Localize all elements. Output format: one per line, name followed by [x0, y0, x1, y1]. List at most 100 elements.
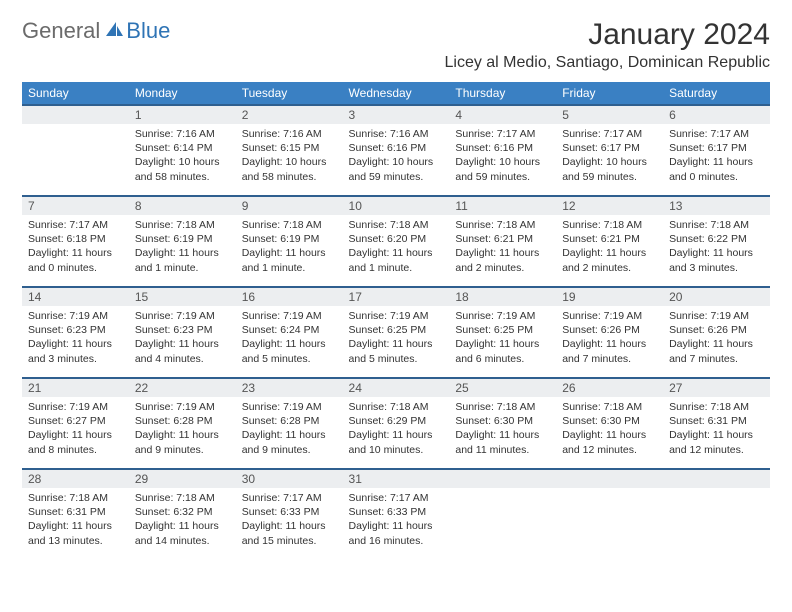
daylight-line1: Daylight: 10 hours [562, 155, 657, 169]
day-number: 5 [556, 105, 663, 124]
day-number: 11 [449, 196, 556, 215]
day-number [663, 469, 770, 488]
daylight-line2: and 58 minutes. [242, 170, 337, 184]
daylight-line1: Daylight: 11 hours [562, 337, 657, 351]
day-number: 4 [449, 105, 556, 124]
sunset-text: Sunset: 6:32 PM [135, 505, 230, 519]
day-cell: Sunrise: 7:19 AMSunset: 6:26 PMDaylight:… [663, 306, 770, 378]
daylight-line2: and 14 minutes. [135, 534, 230, 548]
day-number: 21 [22, 378, 129, 397]
day-header-row: Sunday Monday Tuesday Wednesday Thursday… [22, 82, 770, 105]
day-cell: Sunrise: 7:19 AMSunset: 6:26 PMDaylight:… [556, 306, 663, 378]
sunrise-text: Sunrise: 7:18 AM [28, 491, 123, 505]
day-cell: Sunrise: 7:19 AMSunset: 6:28 PMDaylight:… [236, 397, 343, 469]
day-number: 14 [22, 287, 129, 306]
sunset-text: Sunset: 6:17 PM [562, 141, 657, 155]
sunrise-text: Sunrise: 7:19 AM [455, 309, 550, 323]
day-cell: Sunrise: 7:19 AMSunset: 6:25 PMDaylight:… [449, 306, 556, 378]
sunrise-text: Sunrise: 7:16 AM [349, 127, 444, 141]
day-cell: Sunrise: 7:18 AMSunset: 6:21 PMDaylight:… [449, 215, 556, 287]
day-number: 2 [236, 105, 343, 124]
day-number: 17 [343, 287, 450, 306]
sunrise-text: Sunrise: 7:18 AM [562, 218, 657, 232]
day-number: 23 [236, 378, 343, 397]
daylight-line2: and 12 minutes. [669, 443, 764, 457]
day-number: 20 [663, 287, 770, 306]
day-cell [22, 124, 129, 196]
sunset-text: Sunset: 6:15 PM [242, 141, 337, 155]
daylight-line2: and 10 minutes. [349, 443, 444, 457]
sunrise-text: Sunrise: 7:19 AM [135, 309, 230, 323]
day-number: 7 [22, 196, 129, 215]
day-cell: Sunrise: 7:17 AMSunset: 6:16 PMDaylight:… [449, 124, 556, 196]
header: General Blue January 2024 Licey al Medio… [22, 18, 770, 72]
day-cell: Sunrise: 7:17 AMSunset: 6:18 PMDaylight:… [22, 215, 129, 287]
brand-part2: Blue [126, 18, 170, 44]
day-number: 9 [236, 196, 343, 215]
calendar-table: Sunday Monday Tuesday Wednesday Thursday… [22, 82, 770, 560]
day-cell: Sunrise: 7:18 AMSunset: 6:32 PMDaylight:… [129, 488, 236, 560]
day-number: 3 [343, 105, 450, 124]
sunrise-text: Sunrise: 7:18 AM [455, 400, 550, 414]
daylight-line2: and 8 minutes. [28, 443, 123, 457]
daylight-line1: Daylight: 11 hours [669, 246, 764, 260]
daylight-line1: Daylight: 11 hours [242, 246, 337, 260]
sunrise-text: Sunrise: 7:19 AM [28, 309, 123, 323]
sunrise-text: Sunrise: 7:17 AM [669, 127, 764, 141]
day-cell: Sunrise: 7:18 AMSunset: 6:30 PMDaylight:… [449, 397, 556, 469]
day-cell: Sunrise: 7:17 AMSunset: 6:17 PMDaylight:… [556, 124, 663, 196]
day-number: 24 [343, 378, 450, 397]
day-cell: Sunrise: 7:17 AMSunset: 6:33 PMDaylight:… [236, 488, 343, 560]
day-number: 28 [22, 469, 129, 488]
daylight-line1: Daylight: 11 hours [242, 428, 337, 442]
sunrise-text: Sunrise: 7:17 AM [562, 127, 657, 141]
sunrise-text: Sunrise: 7:17 AM [242, 491, 337, 505]
daylight-line1: Daylight: 11 hours [455, 337, 550, 351]
day-header: Saturday [663, 82, 770, 105]
daylight-line1: Daylight: 11 hours [28, 519, 123, 533]
sunrise-text: Sunrise: 7:16 AM [242, 127, 337, 141]
sunset-text: Sunset: 6:29 PM [349, 414, 444, 428]
sunrise-text: Sunrise: 7:16 AM [135, 127, 230, 141]
day-number: 16 [236, 287, 343, 306]
daylight-line1: Daylight: 10 hours [135, 155, 230, 169]
daylight-line1: Daylight: 10 hours [242, 155, 337, 169]
daylight-line1: Daylight: 10 hours [455, 155, 550, 169]
day-cell: Sunrise: 7:19 AMSunset: 6:28 PMDaylight:… [129, 397, 236, 469]
sunset-text: Sunset: 6:26 PM [669, 323, 764, 337]
sunset-text: Sunset: 6:17 PM [669, 141, 764, 155]
day-cell: Sunrise: 7:19 AMSunset: 6:27 PMDaylight:… [22, 397, 129, 469]
daylight-line2: and 0 minutes. [669, 170, 764, 184]
day-content-row: Sunrise: 7:16 AMSunset: 6:14 PMDaylight:… [22, 124, 770, 196]
day-cell: Sunrise: 7:18 AMSunset: 6:22 PMDaylight:… [663, 215, 770, 287]
day-header: Wednesday [343, 82, 450, 105]
daylight-line2: and 15 minutes. [242, 534, 337, 548]
day-content-row: Sunrise: 7:19 AMSunset: 6:23 PMDaylight:… [22, 306, 770, 378]
sunrise-text: Sunrise: 7:18 AM [669, 400, 764, 414]
daylight-line2: and 13 minutes. [28, 534, 123, 548]
day-header: Monday [129, 82, 236, 105]
day-cell: Sunrise: 7:18 AMSunset: 6:29 PMDaylight:… [343, 397, 450, 469]
daynum-row: 21222324252627 [22, 378, 770, 397]
daylight-line2: and 16 minutes. [349, 534, 444, 548]
day-number: 26 [556, 378, 663, 397]
day-cell: Sunrise: 7:18 AMSunset: 6:19 PMDaylight:… [236, 215, 343, 287]
day-cell: Sunrise: 7:16 AMSunset: 6:16 PMDaylight:… [343, 124, 450, 196]
sunrise-text: Sunrise: 7:19 AM [242, 400, 337, 414]
day-cell: Sunrise: 7:17 AMSunset: 6:17 PMDaylight:… [663, 124, 770, 196]
sunset-text: Sunset: 6:18 PM [28, 232, 123, 246]
brand-sail-icon [104, 20, 124, 43]
daylight-line1: Daylight: 11 hours [135, 428, 230, 442]
day-number: 22 [129, 378, 236, 397]
sunrise-text: Sunrise: 7:17 AM [28, 218, 123, 232]
sunset-text: Sunset: 6:33 PM [242, 505, 337, 519]
daylight-line2: and 59 minutes. [562, 170, 657, 184]
day-cell: Sunrise: 7:19 AMSunset: 6:25 PMDaylight:… [343, 306, 450, 378]
daynum-row: 78910111213 [22, 196, 770, 215]
day-header: Friday [556, 82, 663, 105]
location: Licey al Medio, Santiago, Dominican Repu… [444, 54, 770, 72]
day-cell: Sunrise: 7:19 AMSunset: 6:23 PMDaylight:… [22, 306, 129, 378]
daylight-line1: Daylight: 11 hours [455, 246, 550, 260]
day-cell: Sunrise: 7:19 AMSunset: 6:23 PMDaylight:… [129, 306, 236, 378]
sunrise-text: Sunrise: 7:17 AM [349, 491, 444, 505]
